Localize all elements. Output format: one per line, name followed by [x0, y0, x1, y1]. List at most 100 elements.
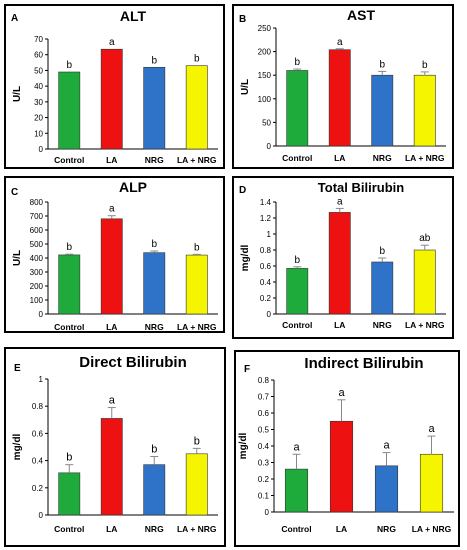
x-tick-label: LA [106, 322, 117, 331]
chart-title: AST [347, 7, 375, 23]
bar-la [100, 48, 123, 150]
y-tick-label: 0.2 [258, 475, 270, 484]
x-tick-label: Control [54, 155, 84, 165]
chart-panel-direct-bilirubin: E Direct Bilirubin mg/dl 0 0.2 0.4 0.6 0.8 1 b Con… [4, 347, 226, 547]
y-tick-label: 0.3 [258, 459, 270, 468]
significance-letter: b [194, 242, 200, 253]
significance-letter: b [151, 55, 157, 66]
y-tick-label: 0 [267, 310, 272, 319]
y-tick-label: 40 [34, 82, 43, 91]
y-axis-label: U/L [12, 250, 23, 266]
significance-letter: b [379, 59, 385, 70]
bar-control [58, 472, 81, 516]
significance-letter: a [383, 440, 390, 452]
y-axis-label: U/L [240, 79, 251, 95]
y-tick-label: 0.6 [258, 409, 270, 418]
y-tick-label: 0.8 [258, 376, 270, 385]
significance-letter: b [66, 452, 72, 464]
bar-nrg [143, 464, 166, 516]
y-axis-label: mg/dl [240, 244, 251, 271]
bar-la [328, 212, 351, 315]
panel-label: F [244, 364, 250, 375]
y-tick-label: 0.2 [260, 294, 272, 303]
chart-svg: F Indirect Bilirubin mg/dl 0 0.1 0.2 0.3 0.4 0.5… [238, 355, 454, 534]
significance-letter: b [194, 54, 200, 65]
panel-label: A [11, 13, 18, 24]
bar-la [100, 418, 123, 516]
y-tick-label: 200 [258, 48, 272, 57]
y-tick-label: 0.8 [32, 402, 44, 411]
bar-nrg [143, 252, 166, 315]
y-tick-label: 200 [30, 282, 44, 291]
chart-title: Total Bilirubin [318, 180, 404, 195]
x-tick-label: LA + NRG [405, 320, 445, 330]
y-tick-label: 50 [262, 118, 271, 127]
bar-control [58, 71, 81, 150]
x-tick-label: NRG [145, 524, 164, 534]
significance-letter: a [109, 37, 115, 48]
y-tick-label: 100 [258, 95, 272, 104]
y-tick-label: 250 [258, 24, 272, 33]
chart-title: Direct Bilirubin [79, 354, 187, 371]
y-tick-label: 0.4 [258, 442, 270, 451]
x-tick-label: LA + NRG [177, 524, 217, 534]
significance-letter: a [337, 37, 343, 48]
y-tick-label: 0.1 [258, 492, 270, 501]
y-tick-label: 70 [34, 35, 43, 44]
y-tick-label: 1.4 [260, 198, 272, 207]
bar-la-nrg [185, 65, 208, 150]
y-tick-label: 500 [30, 240, 44, 249]
x-tick-label: LA + NRG [177, 155, 217, 165]
panel-label: E [14, 363, 21, 374]
panel-label: B [239, 14, 246, 25]
chart-panel-ast: B AST U/L 0 50 100 150 200 250 b Control a LA b NRG b LA… [232, 4, 454, 169]
chart-svg: B AST U/L 0 50 100 150 200 250 b Control a LA b NRG b LA… [239, 7, 446, 163]
y-tick-label: 300 [30, 268, 44, 277]
chart-title: Indirect Bilirubin [304, 355, 423, 372]
x-tick-label: Control [282, 320, 312, 330]
bar-nrg [374, 465, 399, 513]
y-tick-label: 700 [30, 212, 44, 221]
bar-la-nrg [419, 453, 444, 513]
chart-svg: D Total Bilirubin mg/dl 0 0.2 0.4 0.6 0.8 1 1.2 1.… [239, 180, 446, 330]
x-tick-label: LA [106, 155, 117, 165]
y-axis-label: U/L [12, 86, 23, 102]
bar-la [100, 218, 123, 315]
y-tick-label: 50 [34, 66, 43, 75]
y-axis-label: mg/dl [238, 432, 249, 459]
panel-label: D [239, 185, 246, 196]
y-tick-label: 0 [267, 142, 272, 151]
bar-control [284, 468, 309, 513]
y-tick-label: 20 [34, 114, 43, 123]
significance-letter: a [109, 204, 115, 215]
chart-panel-indirect-bilirubin: F Indirect Bilirubin mg/dl 0 0.1 0.2 0.3 0.4 0.5… [234, 350, 460, 547]
y-tick-label: 10 [34, 129, 43, 138]
y-tick-label: 0.7 [258, 393, 270, 402]
bar-nrg [371, 261, 394, 315]
x-tick-label: LA + NRG [405, 153, 445, 163]
y-tick-label: 1 [39, 375, 44, 384]
bar-la-nrg [185, 254, 208, 315]
x-tick-label: NRG [373, 320, 392, 330]
x-tick-label: LA [334, 153, 345, 163]
significance-letter: b [294, 255, 300, 266]
y-tick-label: 0 [39, 511, 44, 520]
significance-letter: b [151, 444, 157, 456]
bar-la-nrg [413, 74, 436, 147]
significance-letter: a [337, 196, 343, 207]
y-tick-label: 150 [258, 71, 272, 80]
y-tick-label: 0 [39, 145, 44, 154]
chart-svg: A ALT U/L 0 10 20 30 40 50 60 70 b Control a LA b NRG b LA… [11, 8, 218, 165]
bar-nrg [371, 74, 394, 147]
significance-letter: b [66, 60, 72, 71]
bar-nrg [143, 66, 166, 150]
bar-control [58, 254, 81, 315]
significance-letter: b [151, 239, 157, 250]
significance-letter: a [338, 387, 345, 399]
y-tick-label: 1 [267, 230, 272, 239]
y-tick-label: 0.6 [260, 262, 272, 271]
y-tick-label: 0.5 [258, 426, 270, 435]
x-tick-label: LA [336, 524, 347, 534]
significance-letter: b [194, 435, 200, 447]
x-tick-label: NRG [145, 322, 164, 331]
